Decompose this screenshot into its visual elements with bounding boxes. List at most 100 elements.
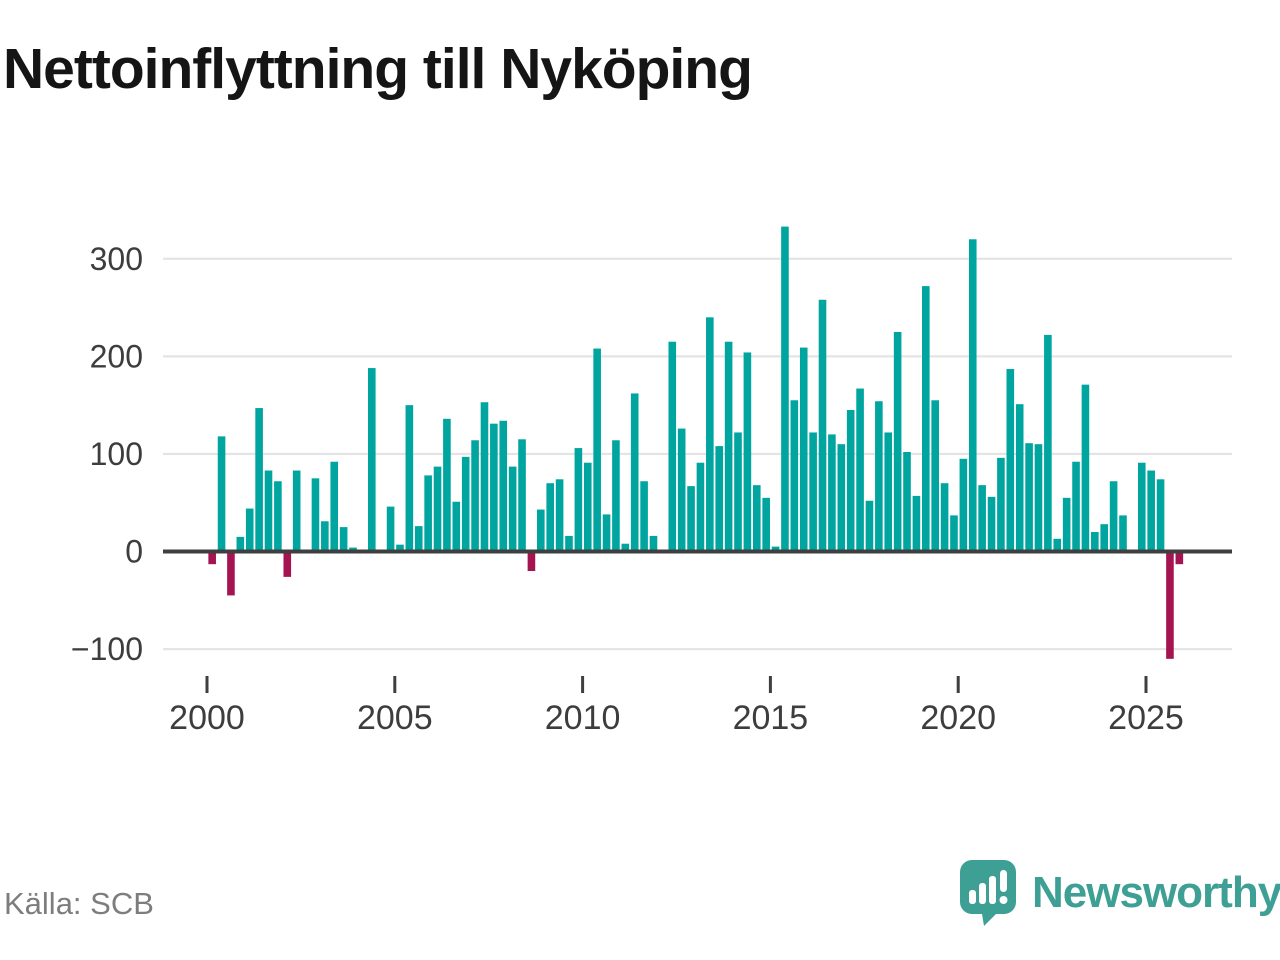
gridline-300 — [163, 257, 1232, 260]
bar-2002Q2 — [292, 470, 301, 552]
bar-2021Q4 — [1025, 443, 1033, 552]
bar-2001Q4 — [274, 481, 282, 552]
bar-2018Q3 — [903, 451, 911, 552]
bar-2009Q2 — [555, 479, 564, 552]
bar-2011Q3 — [640, 481, 648, 552]
bar-2016Q3 — [828, 434, 836, 552]
zero-axis-line — [163, 549, 1232, 554]
bar-2015Q2 — [781, 226, 789, 552]
bar-2025Q2 — [1156, 479, 1165, 552]
bar-2019Q4 — [950, 515, 958, 552]
bar-2009Q1 — [546, 483, 555, 552]
bar-2018Q2 — [893, 331, 902, 552]
newsworthy-logo: Newsworthy — [958, 858, 1280, 928]
bar-2013Q2 — [706, 317, 714, 552]
bar-2007Q1 — [471, 440, 479, 552]
bar-2011Q4 — [649, 535, 658, 552]
bar-2022Q4 — [1062, 497, 1071, 552]
bar-2007Q3 — [490, 423, 498, 552]
bar-2014Q2 — [743, 352, 752, 552]
bar-2002Q4 — [311, 478, 320, 552]
bar-2014Q4 — [762, 497, 770, 552]
bar-2017Q4 — [875, 401, 883, 552]
bar-2016Q1 — [809, 432, 817, 552]
bar-2016Q2 — [818, 299, 827, 552]
x-tick-label-2015: 2015 — [733, 699, 809, 737]
bar-2000Q3 — [227, 551, 235, 596]
bar-2018Q1 — [884, 432, 893, 552]
bar-2007Q4 — [499, 420, 508, 552]
bar-2022Q2 — [1044, 334, 1052, 552]
bar-2022Q3 — [1053, 538, 1062, 552]
bar-2005Q1 — [396, 544, 404, 552]
bar-2020Q3 — [978, 485, 986, 552]
bar-2001Q3 — [264, 470, 273, 552]
bar-2001Q1 — [245, 508, 254, 552]
bar-2008Q3 — [527, 551, 536, 572]
bar-2012Q4 — [687, 486, 695, 552]
bar-2005Q2 — [405, 405, 414, 552]
y-tick-label--100: −100 — [71, 631, 143, 667]
bar-2024Q4 — [1137, 462, 1146, 552]
x-tick-label-2010: 2010 — [545, 699, 621, 737]
x-tick-2020 — [956, 676, 960, 693]
bar-2012Q3 — [677, 428, 686, 552]
bar-2022Q1 — [1034, 444, 1043, 552]
x-tick-label-2005: 2005 — [357, 699, 433, 737]
y-tick-label-0: 0 — [125, 534, 143, 570]
bar-2009Q3 — [565, 535, 573, 552]
bar-2014Q3 — [752, 485, 761, 552]
bar-2020Q2 — [968, 239, 977, 552]
bar-2017Q3 — [865, 500, 874, 552]
bar-2006Q1 — [433, 466, 442, 552]
x-tick-2005 — [393, 676, 397, 693]
bar-2004Q4 — [386, 506, 395, 552]
bar-2023Q3 — [1091, 531, 1099, 552]
bar-2013Q1 — [696, 462, 705, 552]
bar-2013Q3 — [715, 446, 724, 552]
bar-2007Q2 — [480, 402, 489, 552]
bar-2024Q2 — [1119, 515, 1127, 552]
bar-2006Q2 — [443, 418, 451, 552]
bar-2023Q4 — [1100, 524, 1109, 552]
bar-2012Q2 — [668, 341, 677, 552]
bar-2021Q3 — [1015, 404, 1024, 552]
gridline-200 — [163, 355, 1232, 358]
bar-2017Q2 — [856, 388, 864, 552]
x-tick-label-2000: 2000 — [169, 699, 245, 737]
bar-2008Q1 — [508, 466, 517, 552]
x-tick-label-2020: 2020 — [920, 699, 996, 737]
bar-2021Q1 — [997, 457, 1005, 552]
bar-2000Q4 — [236, 536, 245, 552]
bar-2008Q4 — [537, 509, 545, 552]
bar-2017Q1 — [846, 410, 855, 552]
x-tick-2010 — [581, 676, 585, 693]
x-tick-2000 — [205, 676, 209, 693]
bar-2015Q3 — [790, 400, 799, 552]
bar-2010Q3 — [602, 514, 611, 552]
bar-2005Q3 — [414, 526, 423, 552]
bar-2023Q2 — [1081, 384, 1090, 552]
y-tick-label-200: 200 — [90, 338, 143, 374]
gridline-100 — [163, 452, 1232, 456]
bar-2000Q2 — [217, 436, 226, 552]
x-tick-label-2025: 2025 — [1108, 699, 1184, 737]
x-tick-2025 — [1144, 676, 1148, 693]
bar-2016Q4 — [837, 444, 846, 552]
bar-2019Q1 — [922, 286, 930, 552]
source-attribution: Källa: SCB — [4, 886, 154, 921]
bar-2025Q1 — [1147, 470, 1155, 552]
bar-2006Q4 — [461, 456, 470, 552]
bar-2004Q2 — [367, 368, 376, 552]
bar-2005Q4 — [424, 475, 432, 552]
bar-2024Q1 — [1109, 481, 1118, 552]
y-tick-label-300: 300 — [90, 241, 143, 277]
bar-2015Q1 — [771, 546, 780, 552]
bar-2015Q4 — [799, 347, 808, 552]
bar-2003Q3 — [339, 527, 348, 552]
bar-2000Q1 — [208, 551, 216, 565]
bar-2006Q3 — [452, 501, 461, 552]
chart-title: Nettoinflyttning till Nyköping — [3, 37, 753, 101]
